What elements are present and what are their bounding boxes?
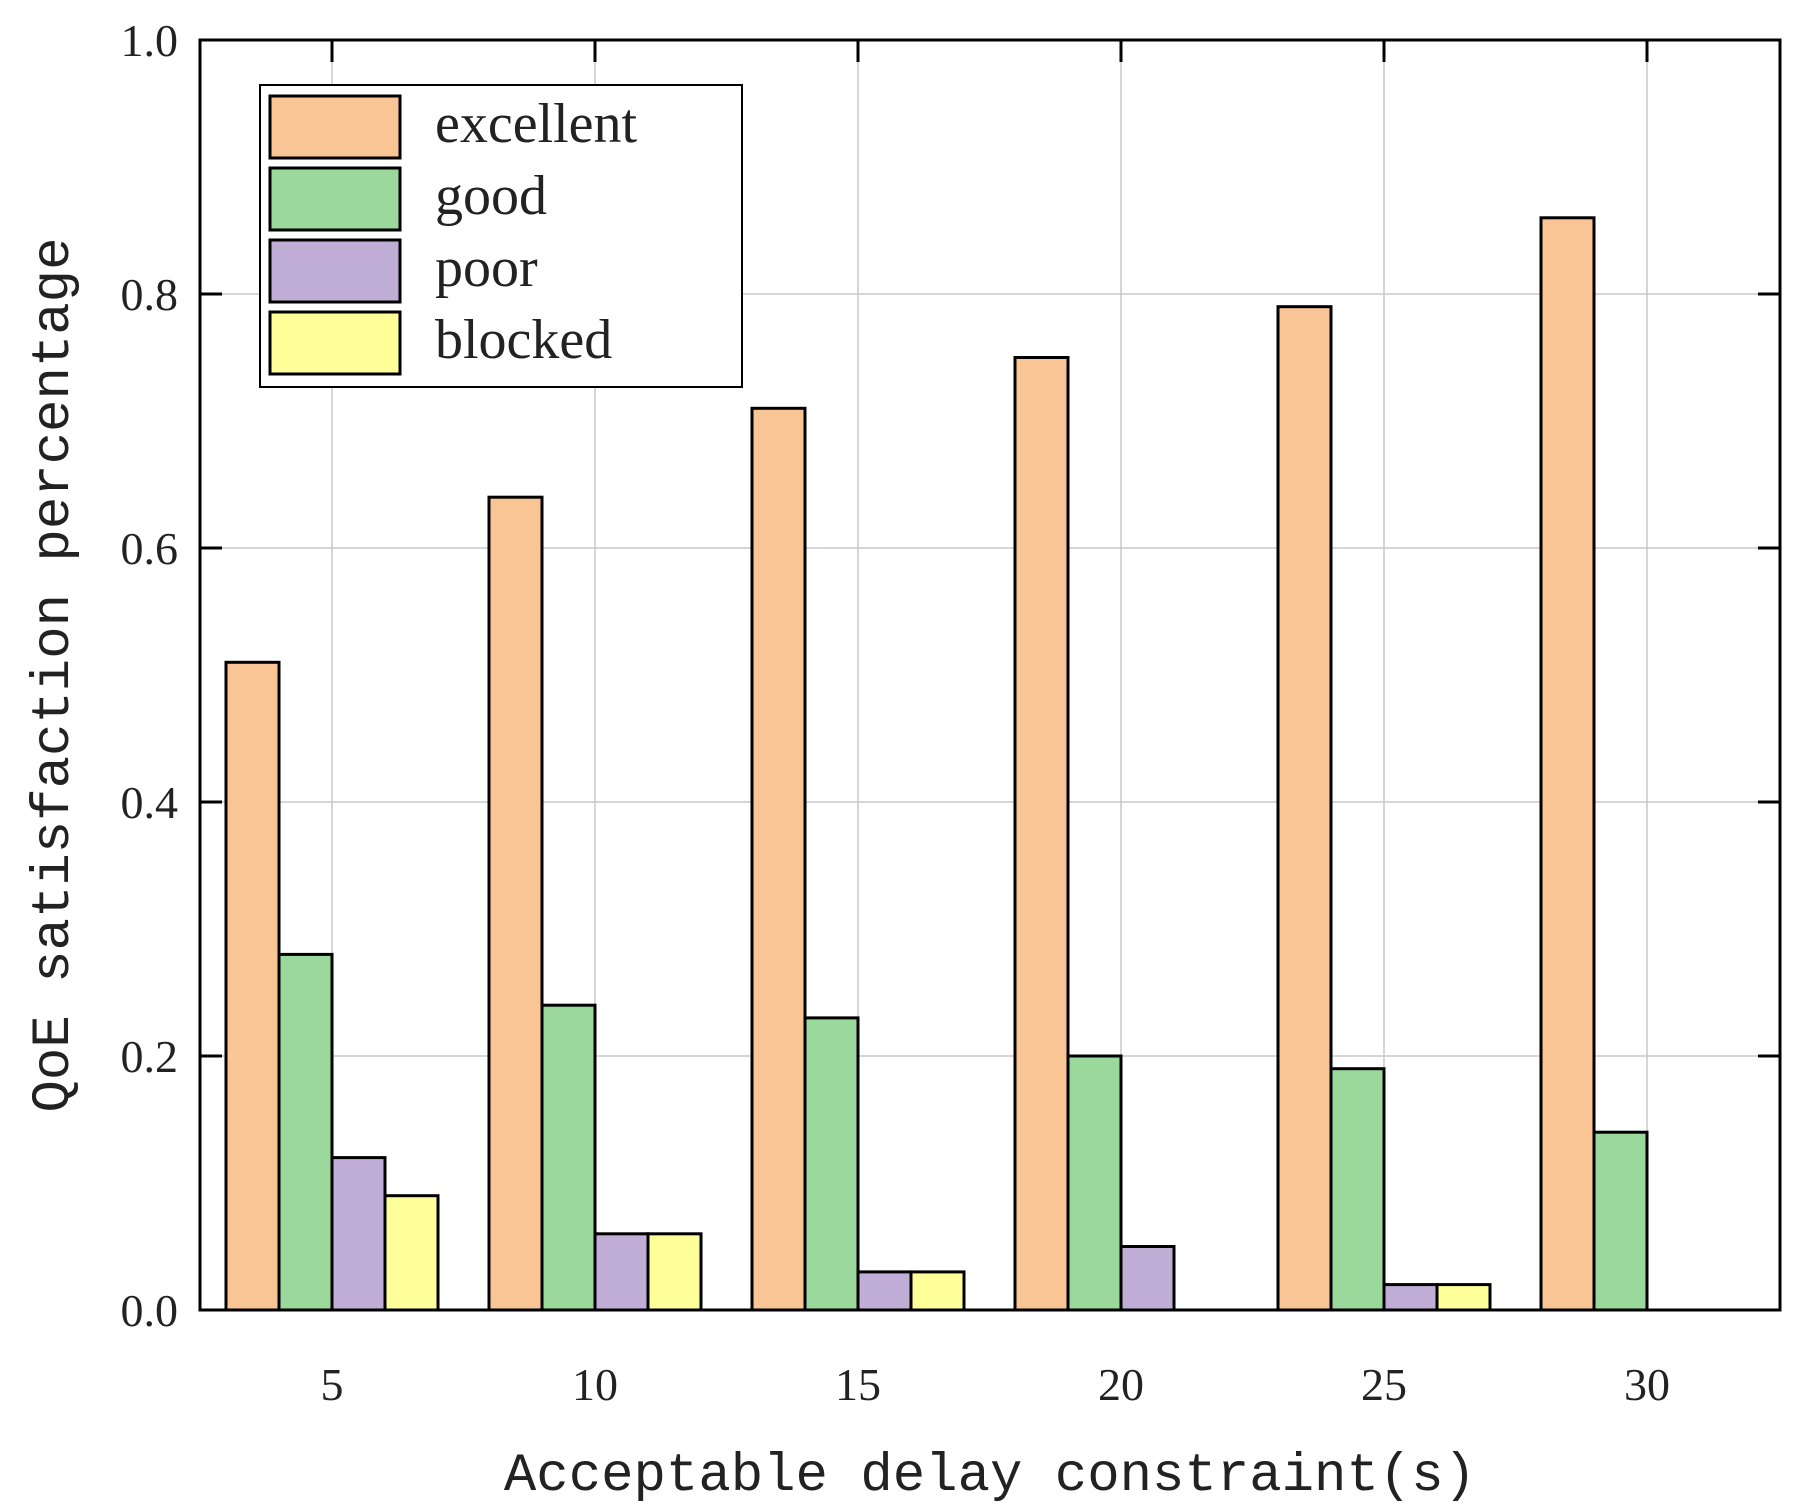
- y-tick-label: 1.0: [121, 15, 179, 66]
- x-axis-title: Acceptable delay constraint(s): [504, 1446, 1476, 1507]
- bar-poor-25: [1382, 1283, 1439, 1312]
- x-tick-label: 30: [1624, 1359, 1670, 1410]
- bar-excellent-20: [1013, 356, 1070, 1312]
- bar-blocked-5: [383, 1194, 440, 1312]
- legend-swatch-blocked: [268, 310, 402, 376]
- legend-label-poor: poor: [435, 237, 538, 299]
- bar-blocked-10: [646, 1232, 703, 1312]
- bar-excellent-25: [1276, 305, 1333, 1312]
- bar-poor-10: [593, 1232, 650, 1312]
- legend-swatch-poor: [268, 238, 402, 304]
- bar-excellent-15: [750, 406, 807, 1312]
- legend-swatch-good: [268, 166, 402, 232]
- x-tick-label: 25: [1361, 1359, 1407, 1410]
- x-tick-label: 15: [835, 1359, 881, 1410]
- y-tick-labels: 0.0 0.2 0.4 0.6 0.8 1.0: [121, 15, 179, 1336]
- x-tick-label: 20: [1098, 1359, 1144, 1410]
- x-tick-label: 10: [572, 1359, 618, 1410]
- y-axis-title: QoE satisfaction percentage: [24, 238, 85, 1113]
- legend-label-good: good: [435, 165, 547, 227]
- bar-poor-15: [856, 1270, 913, 1312]
- bar-blocked-25: [1435, 1283, 1492, 1312]
- ticks: [200, 38, 1780, 1312]
- legend-swatch-excellent: [268, 94, 402, 160]
- y-tick-label: 0.8: [121, 269, 179, 320]
- legend: excellent good poor blocked: [259, 84, 743, 388]
- y-tick-label: 0.0: [121, 1285, 179, 1336]
- x-tick-label: 5: [321, 1359, 344, 1410]
- bar-good-15: [803, 1016, 860, 1312]
- bar-good-5: [277, 952, 334, 1312]
- legend-label-excellent: excellent: [435, 93, 638, 155]
- bar-poor-20: [1119, 1245, 1176, 1312]
- y-tick-label: 0.2: [121, 1031, 179, 1082]
- bar-excellent-30: [1539, 216, 1596, 1312]
- bar-good-30: [1592, 1130, 1649, 1312]
- bar-good-20: [1066, 1054, 1123, 1312]
- bar-good-25: [1329, 1067, 1386, 1312]
- y-tick-label: 0.4: [121, 777, 179, 828]
- bar-excellent-5: [224, 660, 281, 1312]
- bar-excellent-10: [487, 495, 544, 1312]
- bar-poor-5: [330, 1156, 387, 1312]
- x-tick-labels: 5 10 15 20 25 30: [321, 1359, 1671, 1410]
- legend-label-blocked: blocked: [435, 309, 612, 371]
- y-tick-label: 0.6: [121, 523, 179, 574]
- plot-frame: [198, 38, 1782, 1312]
- bar-good-10: [540, 1003, 597, 1312]
- bar-blocked-15: [909, 1270, 966, 1312]
